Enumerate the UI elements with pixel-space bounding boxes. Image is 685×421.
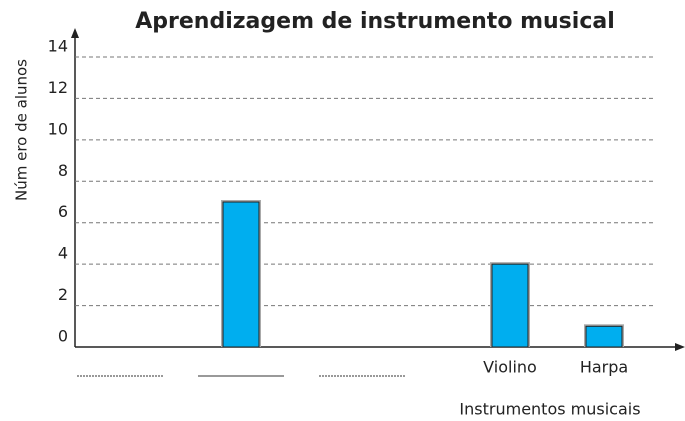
x-axis-arrow: [675, 343, 685, 351]
bar: [222, 201, 260, 348]
y-tick-label: 2: [58, 285, 68, 304]
y-tick-label: 12: [48, 78, 68, 97]
y-tick-label: 6: [58, 202, 68, 221]
y-tick-label: 10: [48, 119, 68, 138]
bar: [491, 263, 529, 348]
bar: [585, 325, 623, 348]
x-axis-label: Instrumentos musicais: [459, 400, 640, 419]
y-axis-arrow: [71, 28, 79, 38]
x-tick-label: Harpa: [580, 358, 628, 377]
y-tick-label: 4: [58, 244, 68, 263]
chart-title: Aprendizagem de instrumento musical: [135, 9, 615, 34]
y-tick-label: 0: [58, 327, 68, 346]
y-tick-label: 8: [58, 161, 68, 180]
y-tick-label: 14: [48, 37, 68, 56]
x-tick-label: Violino: [483, 358, 537, 377]
y-axis-label: Núm ero de alunos: [13, 59, 31, 201]
